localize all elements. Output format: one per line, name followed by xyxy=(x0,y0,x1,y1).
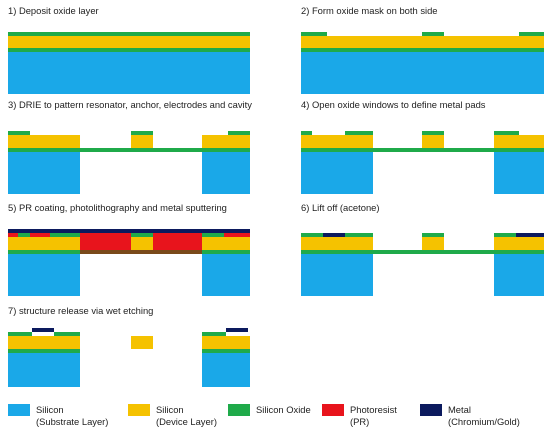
substrate-layer xyxy=(301,52,544,94)
silicon-device-swatch xyxy=(128,404,150,416)
oxide-mask xyxy=(422,131,444,135)
oxide-mask xyxy=(131,131,153,135)
metal-pad xyxy=(323,233,345,237)
oxide-layer xyxy=(202,349,250,353)
oxide-layer xyxy=(8,148,250,152)
oxide-mask xyxy=(494,233,516,237)
legend-label: Silicon Oxide xyxy=(256,404,311,415)
oxide-layer xyxy=(301,250,544,254)
oxide-mask xyxy=(54,332,80,336)
photoresist xyxy=(153,233,202,250)
step-1-caption: 1) Deposit oxide layer xyxy=(8,5,99,16)
metal-pad xyxy=(516,233,544,237)
legend-label: Photoresist xyxy=(350,404,397,415)
silicon-oxide-swatch xyxy=(228,404,250,416)
step-6-caption: 6) Lift off (acetone) xyxy=(301,202,380,213)
device-layer xyxy=(8,36,250,48)
legend-label: Silicon xyxy=(156,404,184,415)
oxide-mask xyxy=(519,32,544,36)
legend-sublabel: (Device Layer) xyxy=(156,416,217,427)
oxide-mask xyxy=(50,233,80,237)
metal-pad xyxy=(32,328,54,332)
resonator-device xyxy=(422,237,444,250)
oxide-mask xyxy=(422,233,444,237)
resonator-device xyxy=(131,237,153,250)
metal-pad xyxy=(226,328,248,332)
anchor-device xyxy=(202,237,250,250)
oxide-mask xyxy=(422,32,444,36)
substrate-right xyxy=(202,152,250,194)
oxide-layer xyxy=(8,349,80,353)
legend-sublabel: (PR) xyxy=(350,416,370,427)
substrate-left xyxy=(301,254,373,296)
oxide-mask xyxy=(8,332,32,336)
silicon-substrate-swatch xyxy=(8,404,30,416)
oxide-mask xyxy=(345,131,373,135)
step-2-caption: 2) Form oxide mask on both side xyxy=(301,5,438,16)
substrate-left xyxy=(8,152,80,194)
oxide-layer xyxy=(301,48,544,52)
legend-sublabel: (Substrate Layer) xyxy=(36,416,109,427)
anchor-device xyxy=(8,135,80,148)
anchor-device xyxy=(202,135,250,148)
oxide-mask xyxy=(202,332,226,336)
resonator-device xyxy=(422,135,444,148)
legend-label: Metal xyxy=(448,404,471,415)
oxide-mask xyxy=(345,233,373,237)
step-7-caption: 7) structure release via wet etching xyxy=(8,305,154,316)
oxide-mask xyxy=(301,131,312,135)
step-5-caption: 5) PR coating, photolithography and meta… xyxy=(8,202,227,213)
substrate-left xyxy=(8,353,80,387)
anchor-device xyxy=(301,237,373,250)
device-layer xyxy=(301,36,544,48)
photoresist xyxy=(8,233,18,237)
substrate-right xyxy=(494,152,544,194)
step-3-caption: 3) DRIE to pattern resonator, anchor, el… xyxy=(8,99,252,110)
photoresist-swatch xyxy=(322,404,344,416)
metal-swatch xyxy=(420,404,442,416)
metal-layer xyxy=(8,229,250,233)
anchor-device xyxy=(8,336,80,349)
substrate-right xyxy=(494,254,544,296)
substrate-left xyxy=(8,254,80,296)
substrate-layer xyxy=(8,52,250,94)
anchor-device xyxy=(301,135,373,148)
substrate-right xyxy=(202,254,250,296)
photoresist xyxy=(224,233,250,237)
anchor-device xyxy=(494,135,544,148)
oxide-mask xyxy=(301,233,323,237)
oxide-mask xyxy=(494,131,519,135)
oxide-layer xyxy=(8,48,250,52)
substrate-left xyxy=(301,152,373,194)
anchor-device xyxy=(494,237,544,250)
oxide-mask xyxy=(202,233,224,237)
resonator-device xyxy=(131,336,153,349)
photoresist xyxy=(30,233,50,237)
oxide-mask xyxy=(228,131,250,135)
photoresist xyxy=(80,233,131,250)
resonator-device xyxy=(131,135,153,148)
metal-on-oxide xyxy=(80,250,202,254)
oxide-layer xyxy=(301,148,544,152)
legend-label: Silicon xyxy=(36,404,64,415)
legend-sublabel: (Chromium/Gold) xyxy=(448,416,520,427)
oxide-mask xyxy=(8,131,30,135)
anchor-device xyxy=(8,237,80,250)
oxide-mask xyxy=(18,233,30,237)
substrate-right xyxy=(202,353,250,387)
step-4-caption: 4) Open oxide windows to define metal pa… xyxy=(301,99,486,110)
oxide-mask xyxy=(301,32,327,36)
oxide-mask xyxy=(131,233,153,237)
oxide-layer xyxy=(8,32,250,36)
anchor-device xyxy=(202,336,250,349)
